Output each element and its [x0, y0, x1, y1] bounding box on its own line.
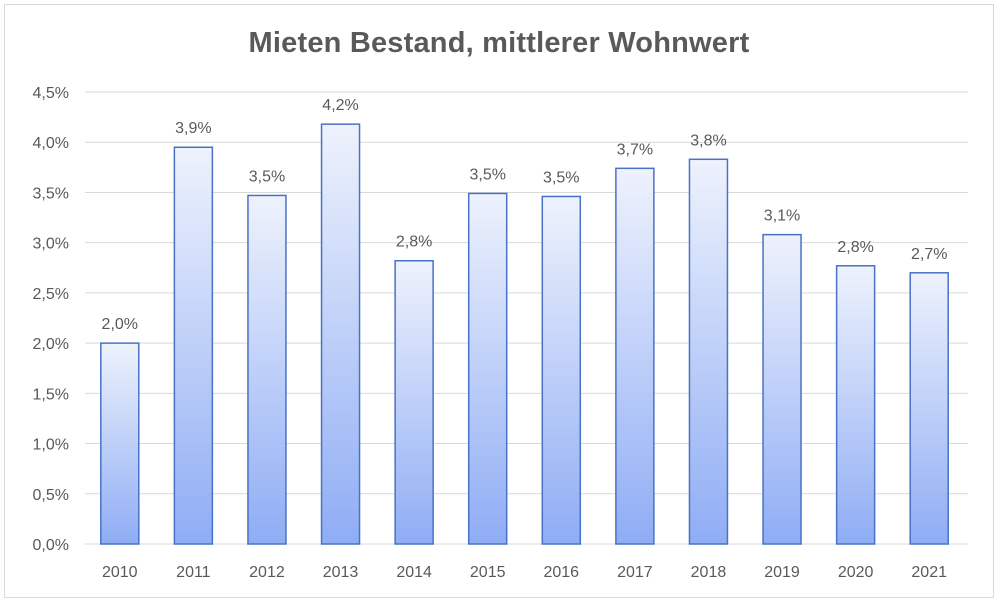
data-label-2013: 4,2%	[322, 97, 358, 114]
x-tick-label-2020: 2020	[838, 564, 874, 581]
y-tick-label: 4,0%	[33, 135, 69, 152]
data-label-2020: 2,8%	[837, 239, 873, 256]
bar-2014	[394, 259, 434, 545]
x-tick-label-2017: 2017	[617, 564, 653, 581]
bar-2015	[467, 192, 508, 545]
data-label-2021: 2,7%	[911, 246, 947, 263]
y-tick-label: 0,0%	[33, 537, 69, 554]
y-tick-label: 3,0%	[33, 236, 69, 253]
x-tick-label-2013: 2013	[323, 564, 359, 581]
bar-2013	[320, 123, 361, 545]
data-labels: 2,0% 3,9% 3,5% 4,2% 2,8% 3,5% 3,5% 3,7% 3,8% 3,1%…	[102, 97, 948, 333]
bar-2018	[688, 158, 729, 545]
data-label-2011: 3,9%	[175, 120, 211, 137]
data-label-2016: 3,5%	[543, 169, 579, 186]
x-tick-label-2021: 2021	[911, 564, 947, 581]
x-tick-label-2019: 2019	[764, 564, 800, 581]
data-label-2015: 3,5%	[469, 166, 505, 183]
gridlines	[85, 91, 968, 545]
data-label-2014: 2,8%	[396, 234, 432, 251]
y-axis-tick-labels: 0,0% 0,5% 1,0% 1,5% 2,0% 2,5% 3,0% 3,5% 4,0% 4,5%	[33, 85, 69, 554]
bar-2020	[835, 265, 876, 545]
data-label-2012: 3,5%	[249, 168, 285, 185]
bar-2010	[100, 342, 140, 545]
data-label-2018: 3,8%	[690, 132, 726, 149]
y-tick-label: 2,0%	[33, 336, 69, 353]
data-label-2017: 3,7%	[617, 141, 653, 158]
bar-2017	[615, 167, 655, 545]
y-tick-label: 1,5%	[33, 386, 69, 403]
chart-title: Mieten Bestand, mittlerer Wohnwert	[248, 27, 750, 59]
bar-2016	[541, 195, 582, 545]
x-tick-label-2011: 2011	[176, 564, 211, 581]
x-tick-label-2014: 2014	[396, 564, 432, 581]
x-axis-tick-labels: 2010 2011 2012 2013 2014 2015 2016 2017 2018 2019…	[102, 564, 947, 581]
x-tick-label-2016: 2016	[543, 564, 579, 581]
bar-2021	[909, 272, 949, 545]
y-tick-label: 0,5%	[33, 487, 69, 504]
data-label-2019: 3,1%	[764, 208, 800, 225]
bar-2019	[762, 233, 802, 545]
x-tick-label-2010: 2010	[102, 564, 138, 581]
y-tick-label: 2,5%	[33, 286, 69, 303]
x-tick-label-2018: 2018	[691, 564, 727, 581]
bar-2011	[173, 146, 214, 545]
y-tick-label: 4,5%	[33, 85, 69, 102]
bar-2012	[247, 194, 287, 545]
y-tick-label: 3,5%	[33, 185, 69, 202]
x-tick-label-2012: 2012	[249, 564, 285, 581]
bars	[100, 123, 949, 545]
x-tick-label-2015: 2015	[470, 564, 506, 581]
y-tick-label: 1,0%	[33, 437, 69, 454]
data-label-2010: 2,0%	[102, 316, 138, 333]
